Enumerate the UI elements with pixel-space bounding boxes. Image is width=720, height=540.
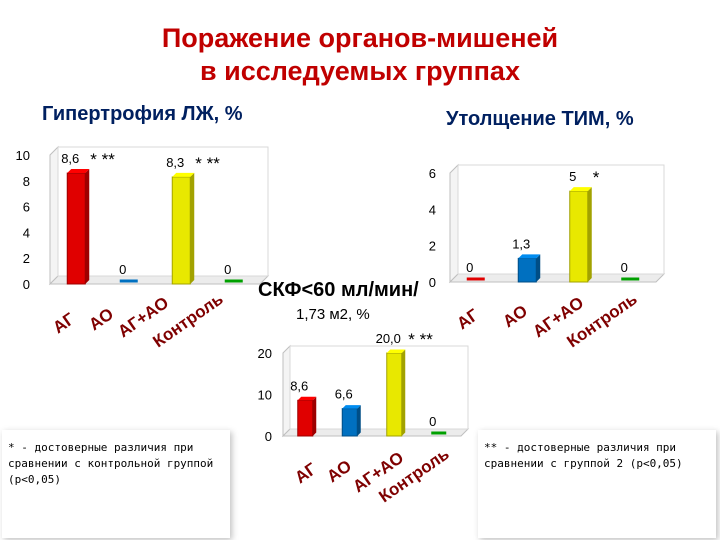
significance-annotation: * ** <box>408 330 433 349</box>
bar-top <box>569 187 592 192</box>
y-tick-label: 0 <box>265 429 272 444</box>
chart-title-tim: Утолщение ТИМ, % <box>446 108 634 130</box>
chart-subtitle-gfr: СКФ<60 мл/мин/ <box>258 279 419 301</box>
significance-annotation: * ** <box>90 150 115 169</box>
y-tick-label: 10 <box>258 388 272 403</box>
footnote-double-star: ** - достоверные различия при сравнении … <box>478 430 716 538</box>
y-tick-label: 10 <box>16 148 30 163</box>
bar <box>386 352 403 437</box>
bar-side <box>357 405 361 436</box>
bar-side <box>536 254 541 282</box>
slide-title-line1: Поражение органов-мишеней <box>161 23 559 53</box>
slide-title-line2: в исследуемых группах <box>200 56 520 86</box>
bar-top <box>172 172 195 177</box>
y-tick-label: 0 <box>429 275 436 290</box>
bar-top <box>67 169 90 174</box>
y-tick-label: 4 <box>23 225 30 240</box>
y-tick-label: 20 <box>258 346 272 361</box>
data-label: 0 <box>224 262 231 277</box>
chart-back-wall <box>57 146 269 277</box>
y-tick-label: 2 <box>429 239 436 254</box>
bar <box>341 408 358 437</box>
significance-annotation: * ** <box>195 154 220 173</box>
slide-title: Поражение органов-мишеней в исследуемых … <box>0 22 720 88</box>
footnote-star: * - достоверные различия при сравнении с… <box>2 430 230 538</box>
data-label: 6,6 <box>335 387 353 402</box>
chart-subtitle-gfr-units: 1,73 м2, % <box>296 306 370 323</box>
bar-side <box>312 396 317 436</box>
bar-top <box>386 349 406 353</box>
data-label: 8,6 <box>61 151 79 166</box>
bar-top <box>297 396 317 401</box>
y-tick-label: 8 <box>23 174 30 189</box>
data-label: 0 <box>466 260 473 275</box>
category-label: АГ <box>291 459 320 487</box>
data-label: 0 <box>119 262 126 277</box>
data-label: 8,6 <box>290 378 308 393</box>
data-label: 0 <box>429 414 436 429</box>
bar-side <box>401 349 406 436</box>
significance-annotation: * <box>593 168 600 187</box>
data-label: 5 <box>569 169 576 184</box>
data-label: 8,3 <box>166 155 184 170</box>
chart-back-wall <box>289 345 469 430</box>
y-tick-label: 6 <box>429 166 436 181</box>
bar-top <box>518 254 541 259</box>
chart-side-wall <box>282 344 291 438</box>
bar <box>297 399 314 437</box>
chart-title-lvh: Гипертрофия ЛЖ, % <box>42 103 243 125</box>
bar-side <box>190 172 195 284</box>
bar-side <box>587 187 592 282</box>
chart-back-wall <box>457 164 665 275</box>
data-label: 20,0 <box>376 331 401 346</box>
bar-top <box>342 405 361 409</box>
y-tick-label: 2 <box>23 251 30 266</box>
y-tick-label: 4 <box>429 202 436 217</box>
data-label: 0 <box>621 260 628 275</box>
y-tick-label: 0 <box>23 277 30 292</box>
bar-side <box>85 169 90 284</box>
y-tick-label: 6 <box>23 200 30 215</box>
data-label: 1,3 <box>512 236 530 251</box>
